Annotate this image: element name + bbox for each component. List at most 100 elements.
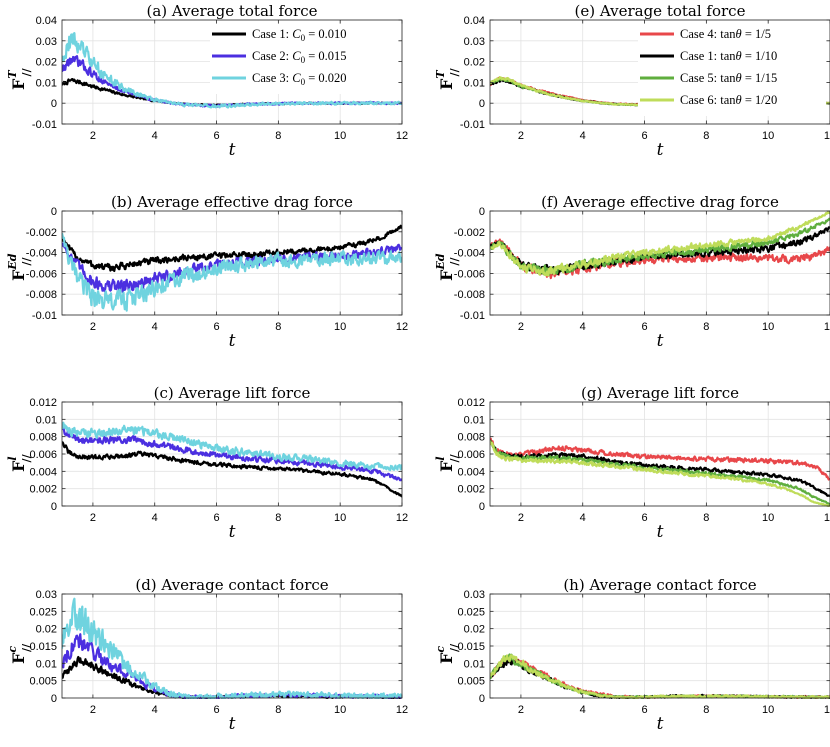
y-tick-label: 0 — [479, 501, 485, 513]
y-axis-label: Fc// — [6, 643, 33, 664]
panel-title: (g) Average lift force — [581, 384, 739, 402]
y-tick-label: 0.002 — [457, 484, 485, 496]
axes-box — [489, 19, 830, 125]
y-tick-label: 0.03 — [464, 36, 485, 48]
x-tick-label: 4 — [580, 512, 586, 524]
series-line-3 — [490, 440, 830, 507]
legend-label-2: Case 5: tanθ = 1/15 — [680, 71, 777, 85]
y-tick-label: -0.006 — [26, 268, 57, 280]
panel-title: (h) Average contact force — [563, 576, 756, 594]
y-label-subscript: // — [20, 257, 33, 266]
y-label-symbol: F — [9, 652, 28, 664]
series-line-3 — [490, 211, 830, 277]
x-tick-label: 2 — [90, 321, 96, 333]
y-tick-label: 0.01 — [464, 77, 485, 89]
panel-title: (f) Average effective drag force — [541, 193, 779, 211]
y-tick-label: 0.02 — [36, 57, 57, 69]
x-axis-label: t — [229, 140, 236, 160]
series-line-1 — [490, 226, 830, 276]
series-line-2 — [62, 232, 402, 312]
x-axis-label: t — [657, 522, 664, 542]
x-tick-label: 2 — [518, 321, 524, 333]
y-tick-label: 0.03 — [36, 589, 57, 601]
y-axis-label: FEd// — [6, 253, 33, 281]
chart-panel-g: 2 4 6 8 10 12 0 0.002 0.004 0.006 0.008 0.01 0.012 (g… — [434, 384, 830, 542]
y-label-superscript: T — [434, 70, 447, 79]
y-label-superscript: c — [434, 646, 447, 653]
y-tick-label: -0.002 — [454, 227, 485, 239]
x-tick-label: 10 — [334, 512, 346, 524]
x-tick-label: 10 — [334, 130, 346, 142]
series-line-0 — [62, 441, 402, 498]
y-tick-label: -0.01 — [460, 119, 485, 131]
y-label-symbol: F — [437, 269, 456, 281]
x-tick-label: 4 — [580, 130, 586, 142]
legend-label-2: Case 3: C0 = 0.020 — [252, 71, 347, 87]
legend-label-3: Case 6: tanθ = 1/20 — [680, 93, 777, 107]
y-tick-label: 0 — [51, 501, 57, 513]
y-tick-label: -0.01 — [32, 310, 57, 322]
y-tick-label: 0.03 — [464, 589, 485, 601]
y-tick-label: 0 — [479, 693, 485, 705]
x-tick-label: 12 — [396, 512, 408, 524]
x-tick-label: 6 — [641, 321, 647, 333]
chart-panel-h: 2 4 6 8 10 12 0 0.005 0.01 0.015 0.02 0.025 0.03 (h) … — [434, 576, 830, 734]
series-line-3 — [490, 654, 830, 699]
x-tick-label: 10 — [762, 130, 774, 142]
y-label-symbol: F — [9, 460, 28, 472]
y-tick-label: 0.01 — [464, 658, 485, 670]
y-label-superscript: l — [6, 456, 19, 460]
y-label-subscript: // — [448, 643, 461, 652]
y-tick-label: 0 — [479, 206, 485, 218]
series-line-0 — [62, 224, 402, 272]
x-tick-label: 10 — [762, 512, 774, 524]
y-label-symbol: F — [437, 652, 456, 664]
y-tick-label: 0.025 — [457, 606, 485, 618]
x-tick-label: 6 — [213, 512, 219, 524]
y-tick-label: 0 — [479, 98, 485, 110]
y-tick-label: -0.006 — [454, 268, 485, 280]
legend: Case 1: C0 = 0.010 Case 2: C0 = 0.015 Case… — [210, 24, 398, 94]
y-tick-label: 0.01 — [464, 414, 485, 426]
chart-panel-a: 2 4 6 8 10 12 -0.01 0 0.01 0.02 0.03 0.04 (a) Averag… — [6, 2, 408, 160]
y-tick-label: 0.006 — [457, 449, 485, 461]
x-tick-label: 8 — [703, 130, 709, 142]
x-tick-label: 4 — [580, 321, 586, 333]
y-tick-label: 0.04 — [464, 15, 485, 27]
x-tick-label: 10 — [334, 321, 346, 333]
y-label-superscript: Ed — [434, 253, 447, 270]
y-tick-label: 0.004 — [457, 466, 485, 478]
y-tick-label: 0.02 — [464, 624, 485, 636]
y-label-symbol: F — [9, 78, 28, 90]
x-tick-label: 8 — [275, 130, 281, 142]
y-tick-label: 0 — [51, 693, 57, 705]
panel-title: (c) Average lift force — [154, 384, 311, 402]
x-tick-label: 4 — [152, 321, 158, 333]
y-label-symbol: F — [437, 460, 456, 472]
x-axis-label: t — [657, 714, 664, 734]
y-tick-label: 0.015 — [457, 641, 485, 653]
x-tick-label: 4 — [152, 704, 158, 716]
series-line-2 — [62, 597, 402, 699]
axes-box — [489, 210, 830, 316]
y-label-subscript: // — [20, 453, 33, 462]
x-tick-label: 6 — [213, 704, 219, 716]
chart-panel-c: 2 4 6 8 10 12 0 0.002 0.004 0.006 0.008 0.01 0.012 (c… — [6, 384, 408, 542]
chart-panel-e: 2 4 6 8 10 12 -0.01 0 0.01 0.02 0.03 0.04 (e) Averag… — [434, 2, 830, 160]
panel-title: (d) Average contact force — [135, 576, 328, 594]
x-tick-label: 2 — [90, 130, 96, 142]
x-tick-label: 2 — [90, 704, 96, 716]
y-tick-label: 0.02 — [464, 57, 485, 69]
x-tick-label: 2 — [518, 130, 524, 142]
x-tick-label: 8 — [703, 321, 709, 333]
y-axis-label: FT// — [434, 67, 461, 90]
y-tick-label: 0.012 — [29, 397, 57, 409]
x-tick-label: 8 — [275, 704, 281, 716]
y-tick-label: 0.004 — [29, 466, 57, 478]
x-axis-label: t — [657, 331, 664, 351]
y-axis-label: Fc// — [434, 643, 461, 664]
x-axis-label: t — [657, 140, 664, 160]
x-tick-label: 6 — [213, 321, 219, 333]
x-tick-label: 2 — [518, 512, 524, 524]
x-tick-label: 8 — [275, 321, 281, 333]
